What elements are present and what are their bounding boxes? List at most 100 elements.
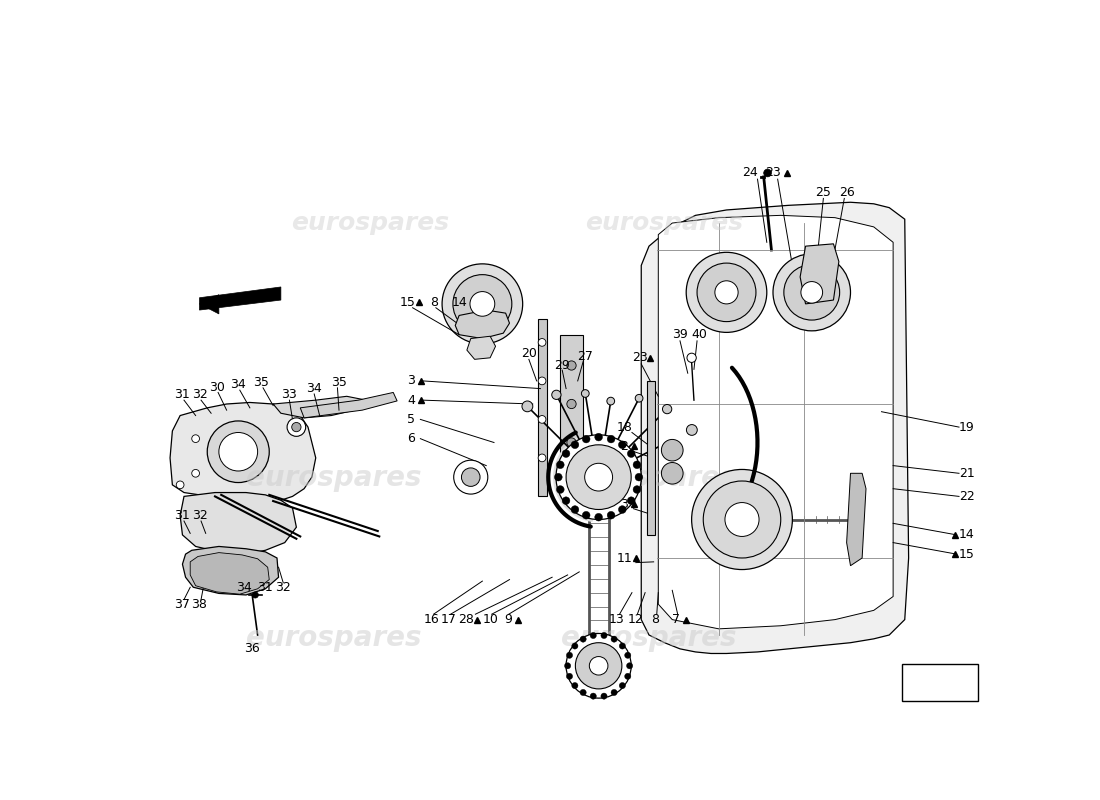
Text: 13: 13 xyxy=(608,613,625,626)
Polygon shape xyxy=(560,334,583,481)
Text: 21: 21 xyxy=(959,467,975,480)
Circle shape xyxy=(625,674,631,679)
Circle shape xyxy=(566,399,576,409)
Circle shape xyxy=(556,435,641,519)
Circle shape xyxy=(601,693,607,699)
Circle shape xyxy=(562,497,570,505)
Circle shape xyxy=(590,657,608,675)
Text: 18: 18 xyxy=(616,421,632,434)
Circle shape xyxy=(625,652,631,658)
Circle shape xyxy=(552,390,561,399)
Polygon shape xyxy=(800,244,839,304)
Circle shape xyxy=(692,470,792,570)
Circle shape xyxy=(557,486,564,494)
Text: 35: 35 xyxy=(331,376,346,389)
Text: 14: 14 xyxy=(451,296,468,309)
Circle shape xyxy=(610,690,617,695)
Polygon shape xyxy=(455,310,509,338)
Text: 37: 37 xyxy=(175,598,190,610)
Circle shape xyxy=(176,481,184,489)
Text: 20: 20 xyxy=(521,347,537,361)
Circle shape xyxy=(462,468,480,486)
Text: 11: 11 xyxy=(616,551,632,565)
Circle shape xyxy=(607,435,615,443)
Circle shape xyxy=(763,169,771,177)
Text: 38: 38 xyxy=(191,598,208,610)
Polygon shape xyxy=(183,546,278,595)
Circle shape xyxy=(773,254,850,331)
Circle shape xyxy=(191,470,199,477)
Text: 39: 39 xyxy=(672,328,688,341)
Circle shape xyxy=(601,632,607,638)
Circle shape xyxy=(564,662,571,669)
Text: eurospares: eurospares xyxy=(245,464,421,492)
Circle shape xyxy=(566,634,631,698)
Circle shape xyxy=(292,422,301,432)
Circle shape xyxy=(686,425,697,435)
Circle shape xyxy=(661,462,683,484)
Circle shape xyxy=(686,252,767,332)
Polygon shape xyxy=(180,493,296,554)
Circle shape xyxy=(582,511,590,519)
Text: 31: 31 xyxy=(175,509,190,522)
Circle shape xyxy=(661,439,683,461)
Circle shape xyxy=(627,662,632,669)
Text: 6: 6 xyxy=(407,432,415,445)
Text: = 1: = 1 xyxy=(942,676,967,690)
Text: 36: 36 xyxy=(244,642,260,655)
Circle shape xyxy=(801,282,823,303)
Polygon shape xyxy=(300,393,397,418)
Text: 29: 29 xyxy=(554,359,570,372)
Polygon shape xyxy=(273,396,366,418)
Polygon shape xyxy=(170,402,316,500)
Text: 34: 34 xyxy=(306,382,322,395)
Circle shape xyxy=(715,281,738,304)
Polygon shape xyxy=(648,381,656,535)
Text: 26: 26 xyxy=(838,186,855,198)
Text: 15: 15 xyxy=(399,296,415,309)
Circle shape xyxy=(566,361,576,370)
Text: 9: 9 xyxy=(504,613,512,626)
Circle shape xyxy=(566,652,573,658)
Polygon shape xyxy=(199,294,219,314)
Text: 22: 22 xyxy=(959,490,975,503)
Polygon shape xyxy=(199,287,280,310)
Text: 25: 25 xyxy=(815,186,832,198)
Circle shape xyxy=(566,674,573,679)
Circle shape xyxy=(575,642,622,689)
Text: 8: 8 xyxy=(430,296,438,309)
Text: 19: 19 xyxy=(959,421,975,434)
Circle shape xyxy=(571,506,579,514)
Text: 7: 7 xyxy=(672,613,680,626)
Text: 35: 35 xyxy=(254,376,270,389)
Circle shape xyxy=(571,441,579,449)
Text: 32: 32 xyxy=(191,509,208,522)
Text: 31: 31 xyxy=(175,388,190,402)
Circle shape xyxy=(522,401,532,412)
Polygon shape xyxy=(658,215,893,629)
Circle shape xyxy=(287,418,306,436)
Circle shape xyxy=(590,632,596,638)
Circle shape xyxy=(703,481,781,558)
Circle shape xyxy=(610,636,617,642)
Text: 23: 23 xyxy=(631,351,648,364)
Circle shape xyxy=(590,693,596,699)
Circle shape xyxy=(554,474,562,481)
Text: 31: 31 xyxy=(257,581,273,594)
Text: 30: 30 xyxy=(209,381,224,394)
Circle shape xyxy=(627,497,635,505)
Circle shape xyxy=(582,435,590,443)
Circle shape xyxy=(595,434,603,441)
Circle shape xyxy=(635,394,643,402)
Circle shape xyxy=(442,264,522,344)
Polygon shape xyxy=(847,474,866,566)
Text: 17: 17 xyxy=(441,613,456,626)
Text: eurospares: eurospares xyxy=(561,624,737,652)
Circle shape xyxy=(607,398,615,405)
Circle shape xyxy=(634,461,641,469)
Text: 8: 8 xyxy=(651,613,659,626)
Circle shape xyxy=(619,643,626,649)
Circle shape xyxy=(662,405,672,414)
Text: 14: 14 xyxy=(959,529,975,542)
Circle shape xyxy=(607,511,615,519)
